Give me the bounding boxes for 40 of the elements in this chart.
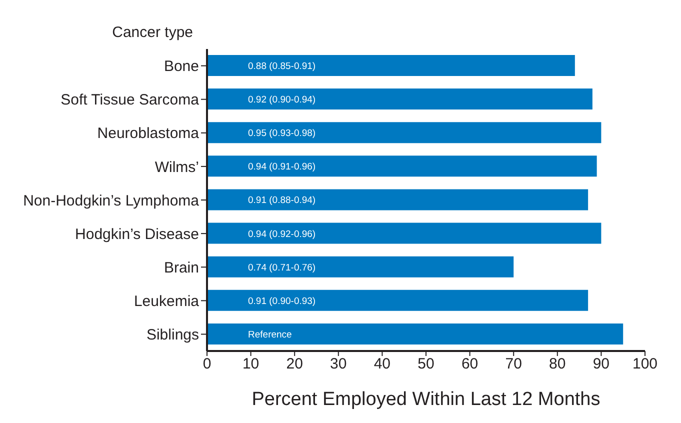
x-tick-label: 0	[202, 356, 212, 373]
bar	[207, 55, 575, 76]
y-tick-label: Wilms’	[154, 158, 199, 176]
annotation: 0.92 (0.90-0.94)	[248, 94, 316, 106]
bar	[207, 222, 602, 244]
x-tick-label: 30	[330, 356, 347, 373]
annotation: Reference	[248, 329, 292, 340]
bar	[207, 290, 588, 311]
bar	[207, 122, 602, 144]
annotation: 0.94 (0.91-0.96)	[248, 162, 316, 173]
bar	[207, 156, 597, 177]
bar	[207, 189, 588, 210]
x-tick-label: 50	[418, 356, 434, 373]
y-tick-label: Siblings	[146, 326, 199, 344]
y-tick-label: Neuroblastoma	[97, 125, 200, 142]
y-tick-label: Soft Tissue Sarcoma	[60, 92, 200, 109]
annotation: 0.88 (0.85-0.91)	[248, 61, 316, 72]
x-tick-label: 80	[549, 356, 566, 373]
y-axis-title: Cancer type	[112, 24, 193, 41]
x-axis-title: Percent Employed Within Last 12 Months	[252, 389, 600, 410]
y-tick-label: Hodgkin’s Disease	[75, 226, 199, 243]
x-tick-label: 100	[632, 356, 658, 373]
y-tick-label: Brain	[164, 259, 199, 276]
annotation: 0.95 (0.93-0.98)	[248, 128, 316, 140]
annotation: 0.74 (0.71-0.76)	[248, 262, 316, 274]
annotation: 0.91 (0.90-0.93)	[248, 296, 316, 307]
bar	[207, 256, 514, 278]
x-tick-label: 70	[505, 356, 522, 373]
bar	[207, 323, 624, 344]
bar	[207, 88, 592, 110]
y-tick-label: Leukemia	[134, 292, 200, 310]
x-tick-label: 10	[242, 356, 260, 373]
annotation: 0.91 (0.88-0.94)	[248, 195, 316, 206]
x-tick-label: 90	[592, 356, 610, 373]
y-tick-label: Bone	[164, 58, 199, 76]
annotation: 0.94 (0.92-0.96)	[248, 228, 316, 240]
y-tick-label: Non-Hodgkin’s Lymphoma	[23, 192, 200, 210]
x-tick-label: 60	[461, 356, 478, 373]
x-tick-label: 40	[374, 356, 391, 373]
x-tick-label: 20	[286, 356, 303, 373]
